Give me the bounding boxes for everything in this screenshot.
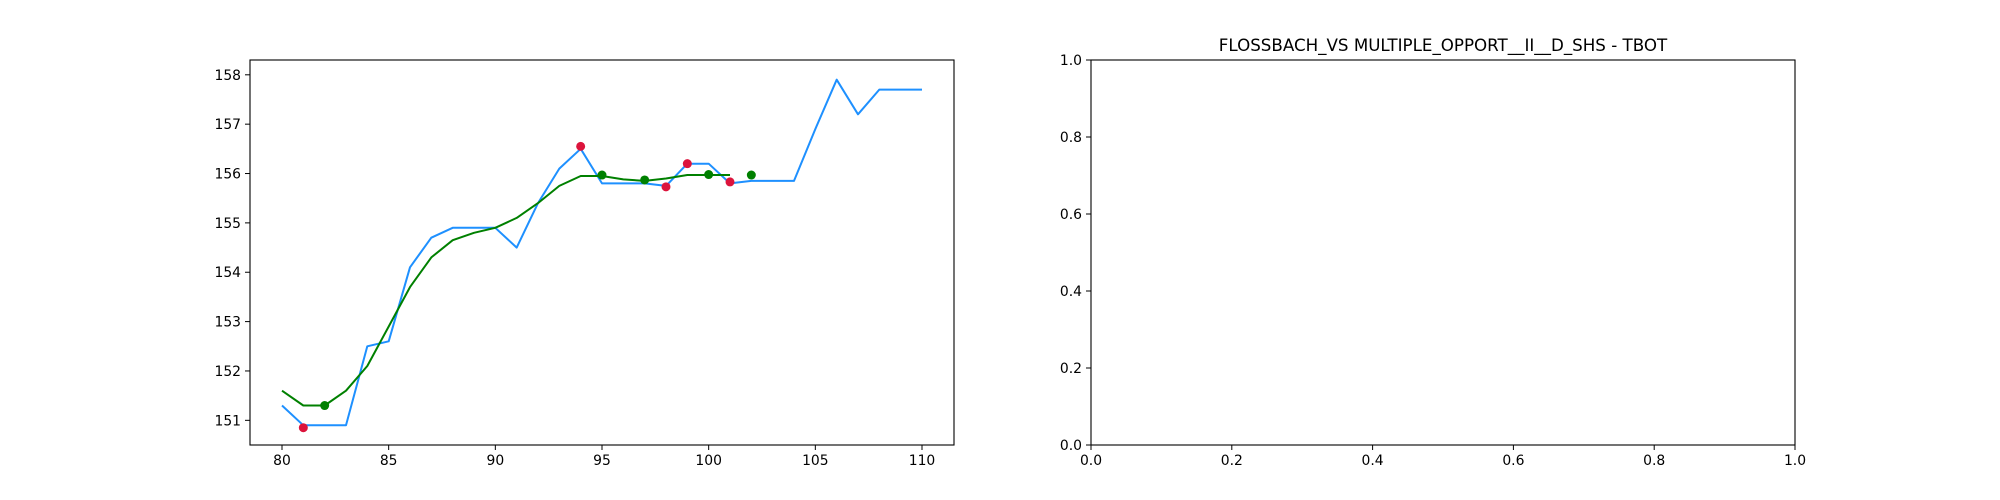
right-x-tick-label: 0.4 <box>1362 453 1384 469</box>
left-y-tick-label: 158 <box>214 68 241 84</box>
left-y-tick-label: 151 <box>214 413 241 429</box>
left-series-3-point <box>640 175 650 185</box>
left-series-2-point <box>576 141 586 151</box>
left-series-2-point <box>661 182 671 192</box>
right-chart-title: FLOSSBACH_VS MULTIPLE_OPPORT__II__D_SHS … <box>1219 35 1668 56</box>
left-x-tick-label: 100 <box>695 453 722 469</box>
left-y-tick-label: 155 <box>214 216 241 232</box>
left-x-tick-label: 80 <box>273 453 291 469</box>
right-y-ticks: 0.0 0.2 0.4 0.6 0.8 1.0 <box>1060 53 1091 454</box>
right-x-tick-label: 0.6 <box>1502 453 1524 469</box>
left-series-3-point <box>704 170 714 180</box>
left-axes: 80 85 90 95 100 105 110 1511521531541551561571… <box>214 59 955 469</box>
left-series-3-point <box>320 401 330 411</box>
left-y-tick-label: 154 <box>214 265 241 281</box>
right-x-tick-label: 0.0 <box>1080 453 1102 469</box>
right-y-tick-label: 0.6 <box>1060 207 1082 223</box>
right-axes-frame <box>1090 59 1796 446</box>
left-series-layer <box>281 78 922 433</box>
left-series-2-point <box>725 177 735 187</box>
right-x-tick-label: 1.0 <box>1784 453 1806 469</box>
right-x-tick-label: 0.2 <box>1221 453 1243 469</box>
left-x-ticks: 80 85 90 95 100 105 110 <box>273 445 935 469</box>
left-series-2-point <box>682 159 692 169</box>
left-x-tick-label: 95 <box>593 453 611 469</box>
left-x-tick-label: 105 <box>802 453 829 469</box>
left-y-ticks: 151 152 153 154 155 156 157 158 <box>214 68 250 429</box>
right-y-tick-label: 1.0 <box>1060 53 1082 69</box>
left-x-tick-label: 90 <box>486 453 504 469</box>
left-series-2-point <box>298 423 308 433</box>
right-x-tick-label: 0.8 <box>1643 453 1665 469</box>
left-series-1-line <box>281 174 730 407</box>
right-y-tick-label: 0.2 <box>1060 361 1082 377</box>
left-y-tick-label: 157 <box>214 117 241 133</box>
left-y-tick-label: 153 <box>214 315 241 331</box>
left-series-3-point <box>746 170 756 180</box>
right-y-tick-label: 0.0 <box>1060 438 1082 454</box>
left-series-0-line <box>281 78 922 427</box>
right-y-tick-label: 0.8 <box>1060 130 1082 146</box>
right-axes: FLOSSBACH_VS MULTIPLE_OPPORT__II__D_SHS … <box>1060 35 1806 469</box>
left-x-tick-label: 85 <box>380 453 398 469</box>
left-series-3-point <box>597 170 607 180</box>
right-x-ticks: 0.0 0.2 0.4 0.6 0.8 1.0 <box>1080 445 1806 469</box>
left-y-tick-label: 156 <box>214 167 241 183</box>
right-y-tick-label: 0.4 <box>1060 284 1082 300</box>
left-x-tick-label: 110 <box>909 453 936 469</box>
left-y-tick-label: 152 <box>214 364 241 380</box>
